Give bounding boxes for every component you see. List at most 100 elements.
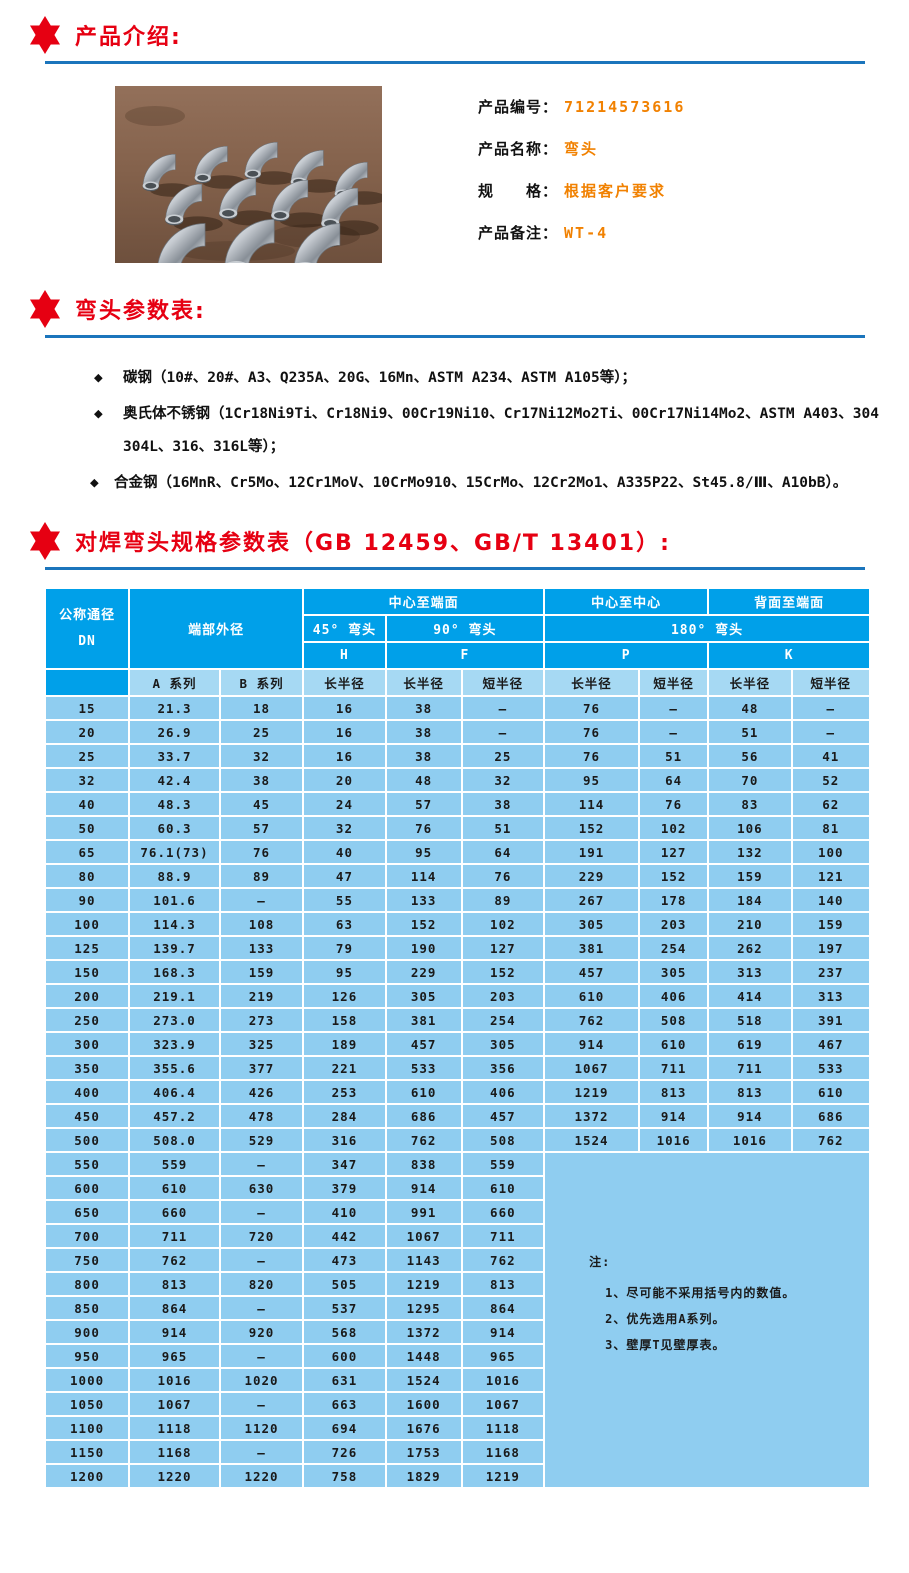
table-cell: 89	[218, 863, 305, 889]
table-row: 600 610 630 379 914 610	[43, 1175, 870, 1201]
table-cell: 379	[302, 1175, 387, 1201]
table-cell: 1219	[543, 1079, 640, 1105]
product-field-name: 产品名称： 弯头	[478, 138, 685, 159]
table-cell: 1016	[637, 1127, 710, 1153]
table-cell: —	[460, 695, 546, 721]
table-cell: —	[218, 1247, 305, 1273]
table-cell: 325	[218, 1031, 305, 1057]
field-label: 规 格：	[478, 182, 559, 200]
table-row: 450 457.2 478 284 686 457 1372 914 914 686	[43, 1103, 872, 1129]
table-cell: 81	[790, 815, 872, 841]
table-cell: 305	[384, 983, 463, 1009]
table-cell: 48.3	[128, 791, 221, 817]
table-cell: 47	[302, 863, 387, 889]
table-cell: 1220	[218, 1463, 305, 1489]
table-cell: 813	[707, 1079, 793, 1105]
header-k: K	[707, 641, 871, 670]
table-cell: 660	[460, 1199, 546, 1225]
table-cell: 550	[43, 1151, 131, 1177]
table-cell: 80	[43, 863, 131, 889]
table-cell: 508	[637, 1007, 710, 1033]
table-row: 250 273.0 273 158 381 254 762 508 518 391	[43, 1007, 872, 1033]
table-cell: 600	[302, 1343, 387, 1369]
table-cell: 1067	[543, 1055, 640, 1081]
table-cell: 610	[460, 1175, 546, 1201]
table-cell: 1524	[543, 1127, 640, 1153]
table-cell: 406.4	[128, 1079, 221, 1105]
table-cell: 38	[460, 791, 546, 817]
table-cell: —	[218, 1295, 305, 1321]
table-cell: 229	[384, 959, 463, 985]
header-elbow-45: 45° 弯头	[302, 614, 387, 643]
table-header: 公称通径 DN 端部外径 中心至端面 中心至中心 背面至端面 45° 弯头 90°…	[43, 587, 872, 697]
table-cell: 305	[460, 1031, 546, 1057]
header-long-radius: 长半径	[384, 668, 463, 697]
table-cell: 508	[460, 1127, 546, 1153]
table-cell: 864	[460, 1295, 546, 1321]
product-field-remark: 产品备注： WT-4	[478, 222, 685, 243]
table-cell: 95	[543, 767, 640, 793]
materials-list: ◆ 碳钢（10#、20#、A3、Q235A、20G、16Mn、ASTM A234、…	[90, 362, 885, 500]
table-cell: 200	[43, 983, 131, 1009]
table-cell: 720	[218, 1223, 305, 1249]
table-cell: 60.3	[128, 815, 221, 841]
table-cell: 1220	[128, 1463, 221, 1489]
section-spec-title: 对焊弯头规格参数表（GB 12459、GB/T 13401）:	[75, 531, 671, 556]
table-cell: 758	[302, 1463, 387, 1489]
table-cell: 920	[218, 1319, 305, 1345]
table-cell: 284	[302, 1103, 387, 1129]
table-row: 25 33.7 32 16 38 25 76 51 56 41	[43, 743, 872, 769]
table-cell: 1753	[384, 1439, 463, 1465]
header-long-radius: 长半径	[707, 668, 793, 697]
table-cell: 711	[460, 1223, 546, 1249]
table-cell: 114.3	[128, 911, 221, 937]
product-page: 产品介绍:	[30, 16, 885, 1489]
table-row: 950 965—600 1448 965	[43, 1343, 870, 1369]
table-cell: 630	[218, 1175, 305, 1201]
table-cell: 152	[543, 815, 640, 841]
table-cell: —	[218, 887, 305, 913]
header-short-radius: 短半径	[460, 668, 546, 697]
table-cell: 76	[637, 791, 710, 817]
table-cell: 51	[637, 743, 710, 769]
table-cell: 750	[43, 1247, 131, 1273]
field-value: 根据客户要求	[564, 182, 667, 200]
table-cell: —	[218, 1391, 305, 1417]
table-cell: 159	[790, 911, 872, 937]
header-center-to-center: 中心至中心	[543, 587, 710, 616]
table-row: 650 660—410 991 660	[43, 1199, 870, 1225]
star-icon	[30, 522, 60, 560]
table-row: 1200 1220 1220 758 1829 1219	[43, 1463, 870, 1489]
table-cell: 1100	[43, 1415, 131, 1441]
table-cell: —	[218, 1439, 305, 1465]
table-cell: 478	[218, 1103, 305, 1129]
table-row: 32 42.4 38 20 48 32 95 64 70 52	[43, 767, 872, 793]
table-cell: 64	[637, 767, 710, 793]
table-cell: 125	[43, 935, 131, 961]
table-cell: 813	[637, 1079, 710, 1105]
table-cell: 114	[543, 791, 640, 817]
header-center-to-end: 中心至端面	[302, 587, 546, 616]
table-cell: 102	[637, 815, 710, 841]
table-cell: 508.0	[128, 1127, 221, 1153]
table-cell: 377	[218, 1055, 305, 1081]
table-cell: 813	[460, 1271, 546, 1297]
table-row: 1150 1168—726 1753 1168	[43, 1439, 870, 1465]
table-cell: 101.6	[128, 887, 221, 913]
table-cell: 537	[302, 1295, 387, 1321]
table-cell: 1020	[218, 1367, 305, 1393]
header-row-1: 公称通径 DN 端部外径 中心至端面 中心至中心 背面至端面	[43, 587, 871, 670]
table-cell: 62	[790, 791, 872, 817]
table-row: 1100 1118 1120 694 1676 1118	[43, 1415, 870, 1441]
table-cell: 813	[128, 1271, 221, 1297]
table-cell: 473	[302, 1247, 387, 1273]
field-value: 弯头	[564, 140, 599, 158]
table-cell: 355.6	[128, 1055, 221, 1081]
table-cell: 152	[460, 959, 546, 985]
table-cell: 254	[637, 935, 710, 961]
table-cell: 76	[460, 863, 546, 889]
table-row: 800 813 820 505 1219 813	[43, 1271, 870, 1297]
table-cell: 650	[43, 1199, 131, 1225]
table-cell: 1143	[384, 1247, 463, 1273]
table-cell: 76	[543, 743, 640, 769]
